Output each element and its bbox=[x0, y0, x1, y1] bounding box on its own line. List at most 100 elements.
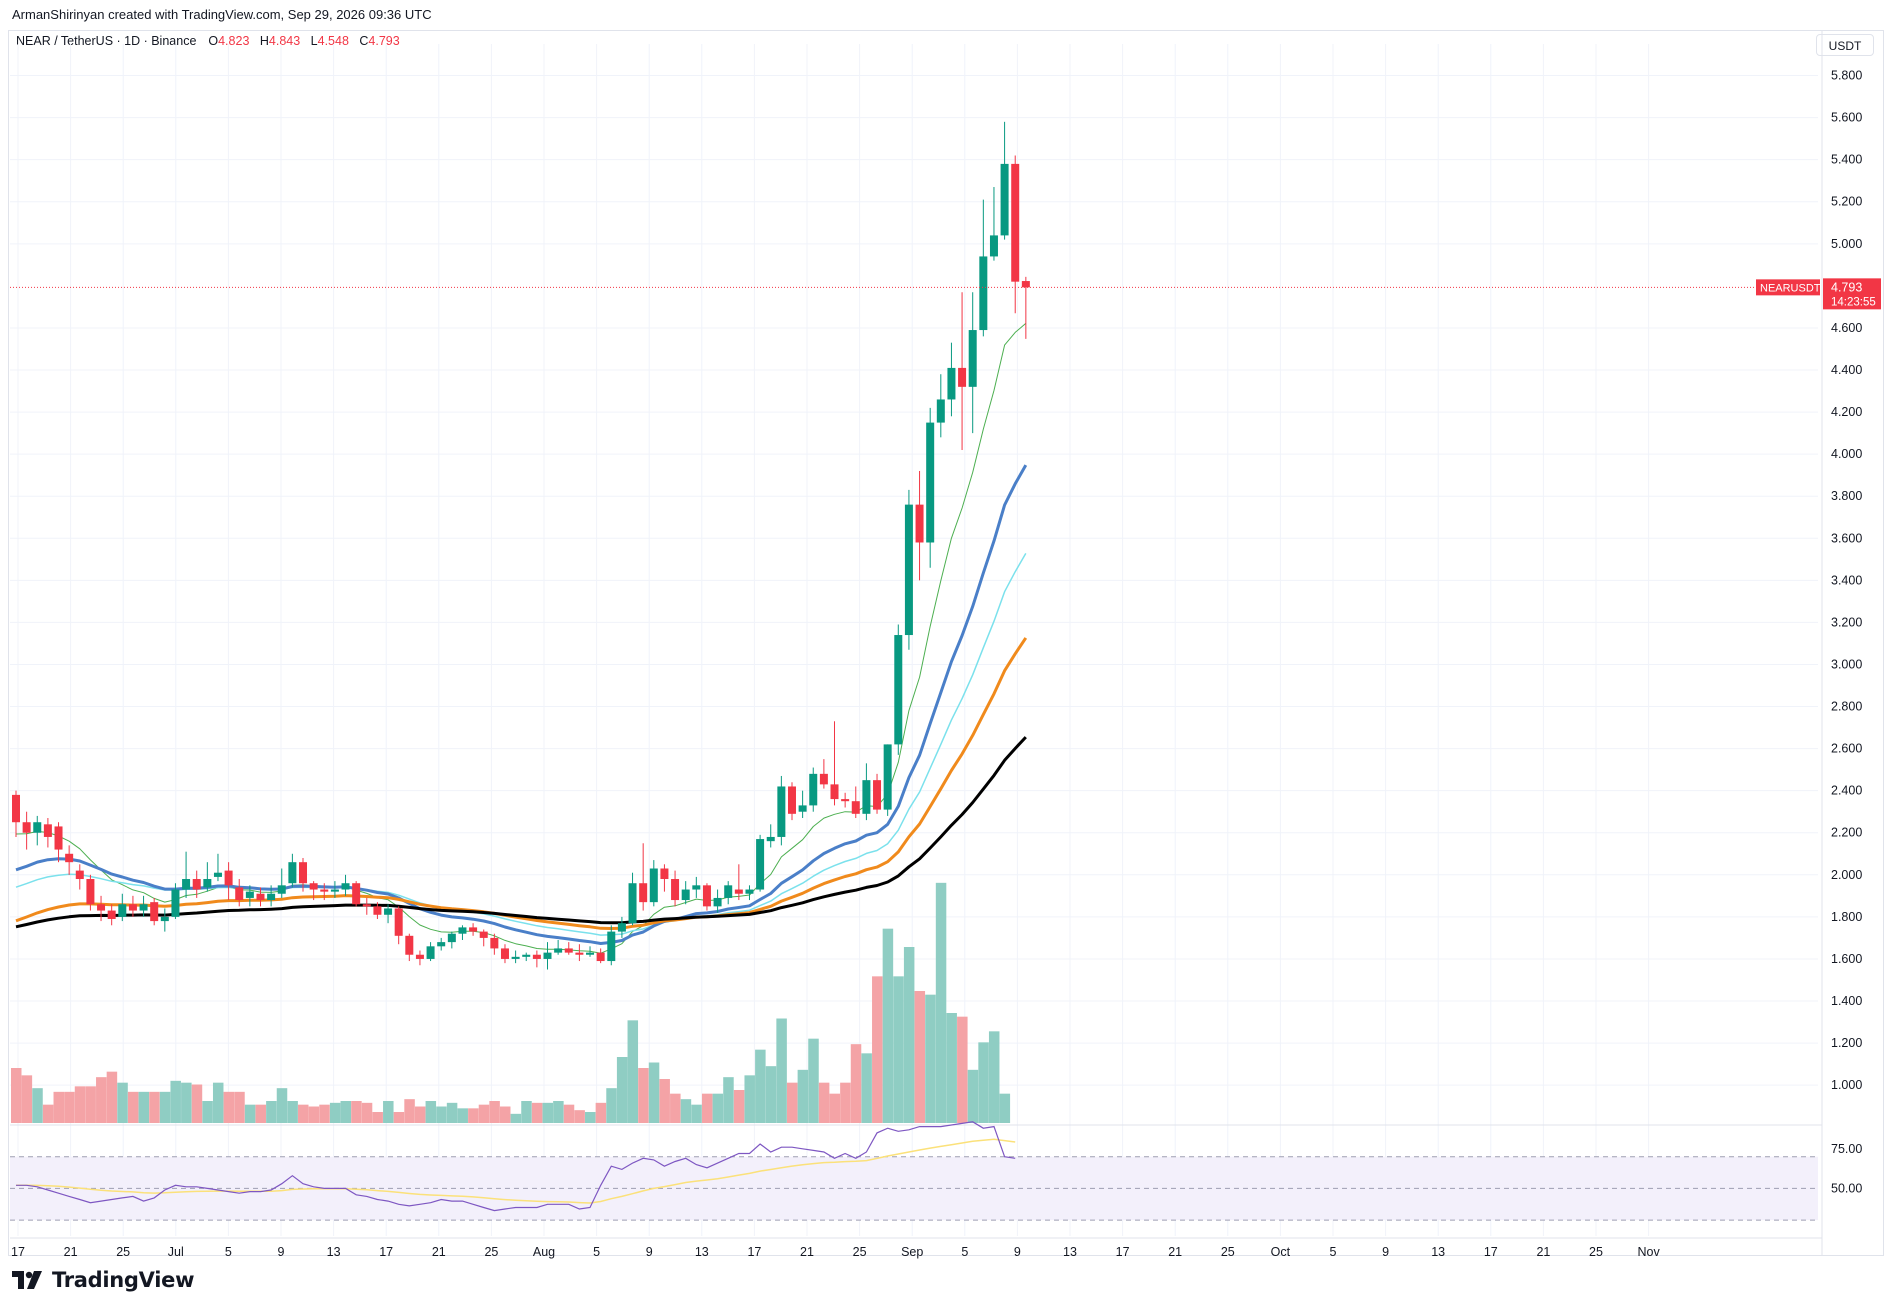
candle bbox=[299, 857, 308, 892]
volume-bar bbox=[244, 1104, 256, 1123]
volume-bar bbox=[489, 1101, 500, 1123]
candle bbox=[787, 782, 796, 821]
volume-bar bbox=[999, 1093, 1011, 1123]
candle-body bbox=[500, 948, 509, 959]
candle-body bbox=[639, 883, 648, 903]
rsi-tick-label: 50.00 bbox=[1831, 1181, 1862, 1195]
candle-body bbox=[692, 885, 701, 890]
candle-body bbox=[894, 635, 903, 745]
volume-bar bbox=[159, 1091, 171, 1123]
candle-body bbox=[904, 504, 913, 636]
candle-body bbox=[926, 422, 935, 543]
time-tick-label: 5 bbox=[593, 1245, 600, 1259]
ohlc-high-label: H bbox=[259, 34, 269, 48]
candle-body bbox=[915, 504, 924, 543]
volume-bar bbox=[106, 1071, 118, 1123]
candle-body bbox=[65, 853, 74, 863]
candle-body bbox=[458, 927, 467, 934]
time-tick-label: 25 bbox=[116, 1245, 130, 1259]
volume-bar bbox=[404, 1099, 415, 1123]
price-tick-label: 5.800 bbox=[1831, 69, 1862, 83]
volume-bar bbox=[957, 1016, 968, 1123]
candle bbox=[904, 489, 913, 650]
volume-bar bbox=[872, 976, 883, 1123]
candle bbox=[43, 818, 52, 848]
volume-bar bbox=[563, 1104, 575, 1123]
candle bbox=[617, 916, 626, 938]
candle-body bbox=[1000, 163, 1009, 236]
candle bbox=[182, 851, 191, 898]
time-tick-label: Nov bbox=[1637, 1245, 1660, 1259]
volume-bar bbox=[351, 1101, 362, 1123]
candle-body bbox=[554, 948, 563, 953]
candle bbox=[97, 895, 106, 922]
volume-bar bbox=[755, 1049, 766, 1123]
price-tick-label: 3.000 bbox=[1831, 657, 1862, 671]
candle bbox=[86, 874, 95, 911]
volume-bar bbox=[935, 882, 947, 1123]
candle-body bbox=[128, 904, 137, 911]
candle bbox=[203, 862, 212, 892]
volume-bar bbox=[446, 1102, 458, 1123]
time-tick-label: 25 bbox=[484, 1245, 498, 1259]
volume-bar bbox=[21, 1075, 33, 1123]
volume-bar bbox=[595, 1102, 607, 1123]
volume-bar bbox=[914, 991, 926, 1123]
price-tick-label: 2.200 bbox=[1831, 826, 1862, 840]
candle-body bbox=[107, 910, 116, 919]
candle bbox=[511, 950, 520, 964]
candle-body bbox=[873, 780, 882, 810]
candle bbox=[543, 942, 552, 970]
candle-body bbox=[118, 904, 127, 917]
candle bbox=[362, 897, 371, 915]
rsi-line bbox=[16, 1121, 1016, 1212]
volume-bar bbox=[606, 1088, 617, 1123]
volume-bar bbox=[701, 1093, 713, 1123]
candle bbox=[426, 942, 435, 962]
candle-body bbox=[586, 952, 595, 955]
candle bbox=[150, 897, 159, 926]
symbol-title[interactable]: NEAR / TetherUS · 1D · Binance bbox=[16, 34, 197, 48]
candle bbox=[235, 879, 244, 907]
volume-bar bbox=[468, 1108, 479, 1123]
currency-unit-button[interactable]: USDT bbox=[1816, 34, 1874, 56]
chart-credit: ArmanShirinyan created with TradingView.… bbox=[12, 7, 432, 22]
candle bbox=[65, 845, 74, 875]
candle-body bbox=[171, 889, 180, 917]
volume-bar bbox=[925, 994, 936, 1123]
candle bbox=[851, 786, 860, 819]
candle bbox=[405, 933, 414, 962]
time-tick-label: 5 bbox=[1330, 1245, 1337, 1259]
candle-body bbox=[245, 891, 254, 898]
candle-body bbox=[628, 883, 637, 924]
candle bbox=[586, 946, 595, 957]
candle bbox=[128, 895, 137, 917]
candle-body bbox=[756, 839, 765, 890]
candle-body bbox=[415, 954, 424, 959]
rsi-ma-line bbox=[16, 1138, 1016, 1204]
time-tick-label: 13 bbox=[1431, 1245, 1445, 1259]
candle-body bbox=[192, 879, 201, 890]
volume-bar bbox=[234, 1091, 245, 1123]
candle bbox=[437, 937, 446, 951]
volume-bar bbox=[861, 1053, 872, 1123]
volume-bar bbox=[149, 1091, 160, 1123]
volume-bar bbox=[818, 1082, 830, 1123]
candle-body bbox=[841, 799, 850, 802]
time-axis: 17 21 25 Jul 5 9 13 17 21 25 Aug 5 9 13 17 21 25 Sep 5 9 13 1… bbox=[11, 1245, 1660, 1259]
ohlc-open-value: 4.823 bbox=[218, 34, 250, 48]
ma-30-line bbox=[15, 553, 1027, 936]
candle bbox=[947, 342, 956, 417]
ohlc-high-value: 4.843 bbox=[268, 34, 301, 48]
price-tick-label: 1.000 bbox=[1831, 1078, 1862, 1092]
symbol-tag-bg bbox=[1756, 279, 1820, 296]
ohlc-close-value: 4.793 bbox=[368, 34, 400, 48]
candle-body bbox=[288, 862, 297, 884]
time-tick-label: 5 bbox=[961, 1245, 968, 1259]
price-tag-value: 4.793 bbox=[1831, 280, 1862, 294]
candle-body bbox=[150, 902, 159, 922]
candle-body bbox=[798, 805, 807, 812]
candle bbox=[373, 902, 382, 919]
candle-body bbox=[341, 883, 350, 890]
